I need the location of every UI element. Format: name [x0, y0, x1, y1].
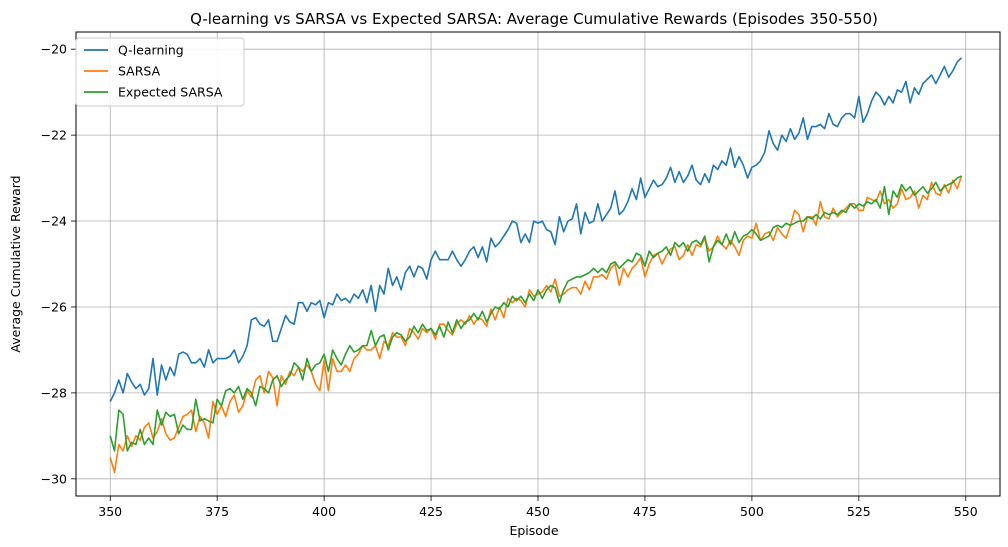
x-tick-label: 450 [526, 504, 550, 519]
y-tick-label: −30 [41, 471, 67, 486]
legend-box [75, 37, 245, 107]
y-tick-label: −24 [41, 214, 67, 229]
y-axis-title: Average Cumulative Reward [8, 175, 23, 352]
x-axis: 350 375 400 425 450 475 500 525 550 [98, 496, 978, 519]
x-tick-label: 550 [954, 504, 978, 519]
x-tick-label: 375 [205, 504, 229, 519]
x-tick-label: 475 [633, 504, 657, 519]
series-line-expected-sarsa [109, 175, 962, 452]
series-lines [109, 57, 963, 474]
y-axis: −30 −28 −26 −24 −22 −20 [41, 42, 76, 486]
x-axis-title: Episode [509, 523, 558, 538]
legend-label-q-learning: Q-learning [118, 43, 184, 58]
y-tick-label: −22 [41, 128, 67, 143]
legend: Q-learning SARSA Expected SARSA [75, 37, 245, 107]
x-tick-label: 525 [847, 504, 871, 519]
y-tick-label: −26 [41, 299, 67, 314]
x-tick-label: 400 [312, 504, 336, 519]
series-line-q-learning [109, 57, 963, 402]
x-tick-label: 425 [419, 504, 443, 519]
grid [76, 32, 1000, 496]
x-tick-label: 350 [98, 504, 122, 519]
legend-label-expected-sarsa: Expected SARSA [118, 85, 223, 100]
legend-label-sarsa: SARSA [118, 64, 161, 79]
x-tick-label: 500 [740, 504, 764, 519]
y-tick-label: −28 [41, 385, 67, 400]
chart-title: Q-learning vs SARSA vs Expected SARSA: A… [190, 10, 878, 28]
y-tick-label: −20 [41, 42, 67, 57]
